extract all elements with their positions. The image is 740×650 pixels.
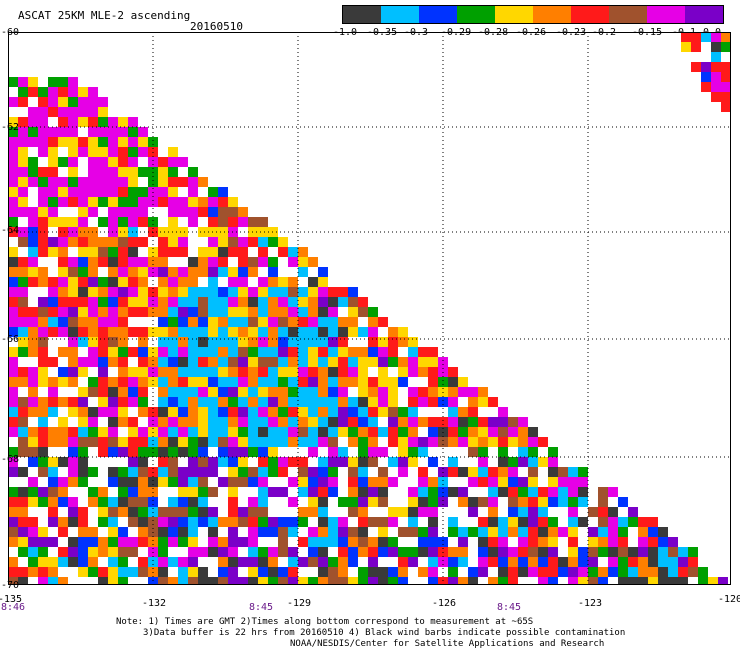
colorbar-swatch bbox=[495, 6, 533, 23]
lon-label: -123 bbox=[578, 598, 603, 609]
note-line-2: 3)Data buffer is 22 hrs from 20160510 4)… bbox=[143, 628, 626, 638]
lat-label: -60 bbox=[1, 27, 20, 38]
colorbar bbox=[342, 5, 724, 24]
colorbar-swatch bbox=[457, 6, 495, 23]
colorbar-swatch bbox=[571, 6, 609, 23]
lon-label: -126 bbox=[432, 598, 457, 609]
map-title: ASCAT 25KM MLE-2 ascending bbox=[18, 9, 191, 22]
wind-map-plot bbox=[8, 32, 731, 585]
colorbar-swatch bbox=[419, 6, 457, 23]
time-label: 8:45 bbox=[249, 602, 274, 613]
lat-label: -68 bbox=[1, 454, 20, 465]
graticule bbox=[8, 32, 731, 585]
lat-label: -66 bbox=[1, 334, 20, 345]
lon-label: -129 bbox=[287, 598, 312, 609]
note-line-3: NOAA/NESDIS/Center for Satellite Applica… bbox=[290, 639, 605, 649]
lon-label: -120 bbox=[718, 594, 740, 605]
map-date: 20160510 bbox=[190, 20, 243, 33]
colorbar-swatch bbox=[647, 6, 685, 23]
colorbar-swatch bbox=[533, 6, 571, 23]
time-label: 8:46 bbox=[1, 602, 26, 613]
time-label: 8:45 bbox=[497, 602, 522, 613]
note-line-1: Note: 1) Times are GMT 2)Times along bot… bbox=[116, 617, 534, 627]
lat-label: -70 bbox=[1, 580, 20, 591]
colorbar-swatch bbox=[609, 6, 647, 23]
lon-label: -132 bbox=[142, 598, 167, 609]
lat-label: -64 bbox=[1, 225, 20, 236]
plot-frame bbox=[8, 32, 731, 585]
lon-label: -135 bbox=[0, 594, 23, 605]
colorbar-swatch bbox=[381, 6, 419, 23]
lat-label: -62 bbox=[1, 122, 20, 133]
colorbar-swatch bbox=[685, 6, 723, 23]
data-cells bbox=[8, 32, 731, 585]
colorbar-swatch bbox=[343, 6, 381, 23]
